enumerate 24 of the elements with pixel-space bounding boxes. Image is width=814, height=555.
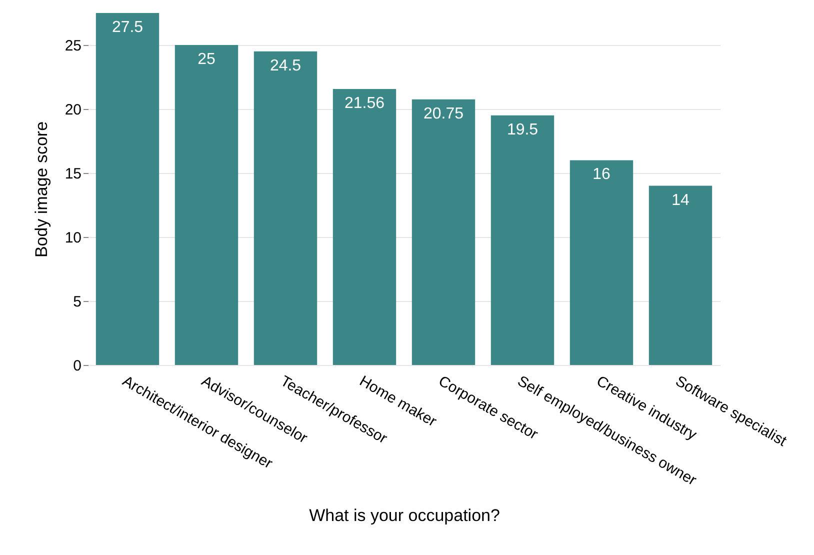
y-tick-label: 20 (64, 102, 82, 118)
data-label: 20.75 (423, 105, 464, 122)
data-label: 21.56 (344, 95, 385, 112)
y-tick-label: 5 (73, 294, 82, 310)
bar (174, 45, 238, 365)
data-label: 16 (592, 166, 610, 184)
x-axis-title: What is your occupation? (309, 506, 500, 526)
data-label: 24.5 (270, 57, 302, 74)
y-tick-label: 15 (64, 166, 82, 182)
bar (490, 115, 554, 365)
y-tick-label: 10 (64, 230, 82, 246)
y-axis-title: Body image score (32, 121, 51, 258)
data-label: 25 (198, 51, 216, 68)
y-tick-label: 0 (73, 358, 82, 374)
bar (332, 89, 396, 365)
bar (648, 186, 712, 365)
data-label: 19.5 (506, 121, 538, 138)
bar (412, 99, 476, 365)
bar (254, 51, 318, 365)
data-label: 27.5 (112, 19, 144, 36)
data-label: 14 (672, 192, 690, 209)
bar (96, 13, 160, 365)
bar (570, 160, 634, 365)
y-tick-label: 25 (64, 38, 82, 54)
